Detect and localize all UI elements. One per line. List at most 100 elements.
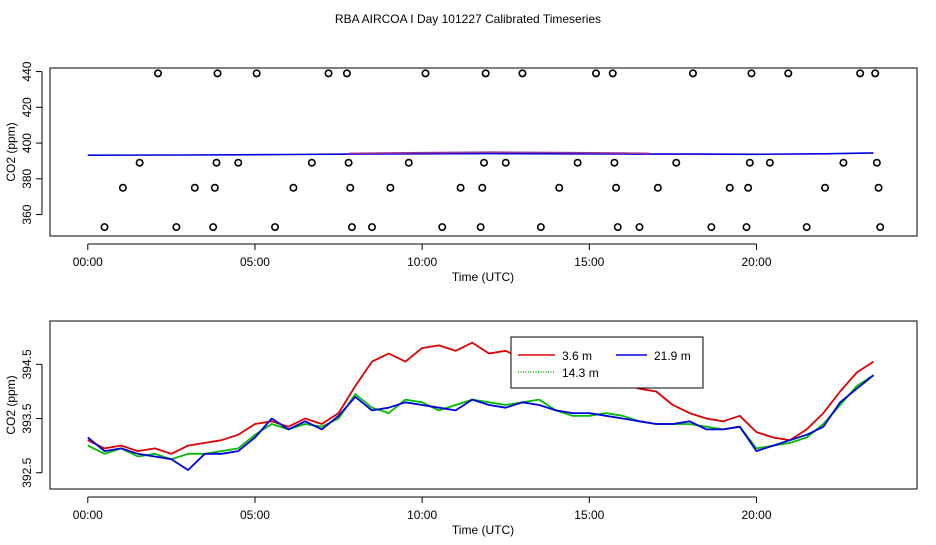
legend-box <box>510 336 704 389</box>
x-tick-label: 10:00 <box>407 508 437 522</box>
calibration-point <box>324 69 333 78</box>
calibration-point <box>212 158 221 167</box>
y-tick-label: 392.5 <box>20 457 34 487</box>
series-group <box>87 151 874 156</box>
x-tick-label: 05:00 <box>240 508 270 522</box>
x-axis: 00:00 05:00 10:00 15:00 20:00 <box>73 496 772 522</box>
x-tick-label: 20:00 <box>741 508 771 522</box>
calibration-point <box>742 223 751 232</box>
calibration-point <box>386 183 395 192</box>
x-tick-label: 00:00 <box>73 255 103 269</box>
calibration-point <box>456 183 465 192</box>
calibration-point <box>135 158 144 167</box>
series-group <box>87 341 875 471</box>
calibration-point <box>100 223 109 232</box>
calibration-point <box>536 223 545 232</box>
timeseries-panel: 00:00 05:00 10:00 15:00 20:00 392.5 393.5 394.… <box>4 320 918 537</box>
legend: 3.6 m 21.9 m 14.3 m <box>510 336 704 389</box>
legend-label: 3.6 m <box>562 349 592 363</box>
x-tick-label: 05:00 <box>240 255 270 269</box>
calibration-point <box>210 183 219 192</box>
x-tick-label: 00:00 <box>73 508 103 522</box>
calibration-point <box>839 158 848 167</box>
calibration-point <box>213 69 222 78</box>
calibration-point <box>307 158 316 167</box>
series-line-3-6-m <box>348 151 650 155</box>
calibration-point <box>613 223 622 232</box>
calibration-point <box>438 223 447 232</box>
calibration-point <box>271 223 280 232</box>
calibration-point <box>747 69 756 78</box>
calibration-point <box>478 183 487 192</box>
calibration-point <box>476 223 485 232</box>
calibration-point <box>744 183 753 192</box>
y-tick-label: 393.5 <box>20 403 34 433</box>
plot-frame <box>49 67 918 237</box>
y-tick-label: 394.5 <box>20 349 34 379</box>
calibration-point <box>612 183 621 192</box>
x-axis-label: Time (UTC) <box>452 270 514 284</box>
calibration-panel: 00:00 05:00 10:00 15:00 20:00 360 380 400 420 44… <box>4 61 918 284</box>
calibration-point <box>344 158 353 167</box>
calibration-point <box>592 69 601 78</box>
calibration-point <box>190 183 199 192</box>
calibration-point <box>252 69 261 78</box>
calibration-point <box>672 158 681 167</box>
calibration-point <box>856 69 865 78</box>
calibration-point <box>404 158 413 167</box>
x-tick-label: 15:00 <box>574 508 604 522</box>
calibration-point <box>872 158 881 167</box>
y-tick-label: 420 <box>20 97 34 117</box>
calibration-point <box>688 69 697 78</box>
calibration-point <box>608 69 617 78</box>
series-line-21-9-m <box>87 374 875 471</box>
x-tick-label: 10:00 <box>407 255 437 269</box>
y-axis-label: CO2 (ppm) <box>4 375 18 434</box>
calibration-point <box>653 183 662 192</box>
x-axis: 00:00 05:00 10:00 15:00 20:00 <box>73 243 772 269</box>
x-tick-label: 20:00 <box>741 255 771 269</box>
calibration-point <box>480 158 489 167</box>
calibration-point <box>745 158 754 167</box>
calibration-point <box>481 69 490 78</box>
y-axis-label: CO2 (ppm) <box>4 122 18 181</box>
y-axis: 392.5 393.5 394.5 <box>20 349 43 488</box>
calibration-point <box>573 158 582 167</box>
calibration-point <box>234 158 243 167</box>
plot-frame <box>49 320 918 490</box>
y-axis: 360 380 400 420 440 <box>20 61 43 225</box>
calibration-points <box>100 69 885 232</box>
calibration-point <box>871 69 880 78</box>
calibration-point <box>501 158 510 167</box>
calibration-point <box>765 158 774 167</box>
y-tick-label: 400 <box>20 133 34 153</box>
calibration-point <box>421 69 430 78</box>
calibration-point <box>153 69 162 78</box>
x-axis-label: Time (UTC) <box>452 523 514 537</box>
calibration-point <box>876 223 885 232</box>
series-line-21-9-m <box>87 152 874 156</box>
y-tick-label: 380 <box>20 168 34 188</box>
calibration-point <box>367 223 376 232</box>
calibration-point <box>118 183 127 192</box>
calibration-point <box>821 183 830 192</box>
calibration-point <box>172 223 181 232</box>
x-tick-label: 15:00 <box>574 255 604 269</box>
calibration-point <box>555 183 564 192</box>
series-line-14-3-m <box>87 374 874 461</box>
calibration-point <box>209 223 218 232</box>
y-tick-label: 440 <box>20 61 34 81</box>
calibration-point <box>289 183 298 192</box>
calibration-point <box>784 69 793 78</box>
calibration-point <box>874 183 883 192</box>
calibration-point <box>635 223 644 232</box>
calibration-point <box>610 158 619 167</box>
figure-title: RBA AIRCOA I Day 101227 Calibrated Times… <box>335 12 601 26</box>
legend-label: 21.9 m <box>654 349 691 363</box>
calibration-point <box>725 183 734 192</box>
calibration-point <box>346 183 355 192</box>
calibration-point <box>518 69 527 78</box>
calibration-point <box>347 223 356 232</box>
legend-label: 14.3 m <box>562 366 599 380</box>
